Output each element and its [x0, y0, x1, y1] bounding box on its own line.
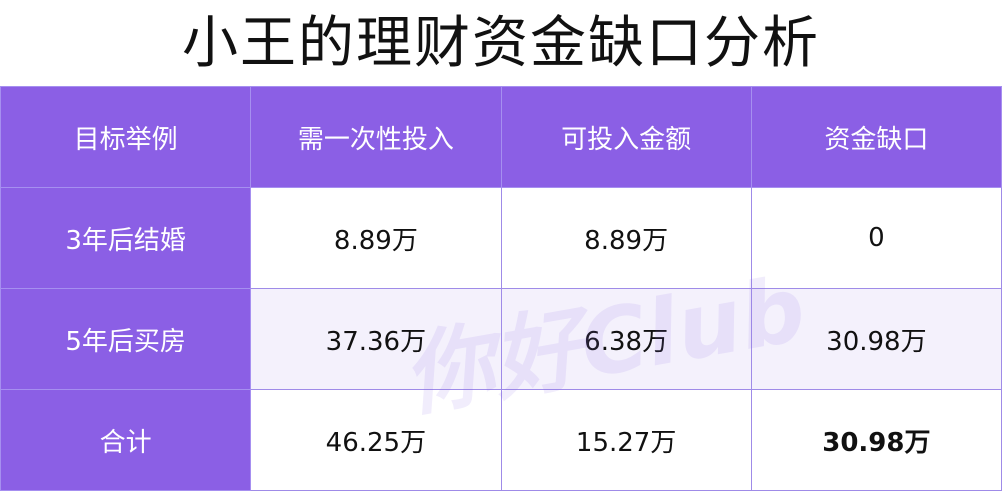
table-header-row: 目标举例 需一次性投入 可投入金额 资金缺口 [0, 86, 1002, 188]
row-label: 3年后结婚 [0, 187, 252, 289]
cell-gap-total: 30.98万 [750, 389, 1002, 491]
cell-required: 8.89万 [250, 187, 502, 289]
cell-available: 6.38万 [500, 288, 752, 390]
cell-gap: 30.98万 [750, 288, 1002, 390]
page-title: 小王的理财资金缺口分析 [182, 11, 820, 76]
header-funding-gap: 资金缺口 [750, 86, 1002, 188]
cell-available: 15.27万 [500, 389, 752, 491]
header-available-amount: 可投入金额 [500, 86, 752, 188]
row-label: 5年后买房 [0, 288, 252, 390]
cell-gap: 0 [750, 187, 1002, 289]
row-label: 合计 [0, 389, 252, 491]
cell-required: 37.36万 [250, 288, 502, 390]
cell-available: 8.89万 [500, 187, 752, 289]
funding-gap-table: 目标举例 需一次性投入 可投入金额 资金缺口 3年后结婚 8.89万 8.89万… [0, 86, 1002, 491]
table-row: 5年后买房 37.36万 6.38万 30.98万 [0, 288, 1002, 390]
cell-required: 46.25万 [250, 389, 502, 491]
table-total-row: 合计 46.25万 15.27万 30.98万 [0, 389, 1002, 491]
header-required-investment: 需一次性投入 [250, 86, 502, 188]
header-goal: 目标举例 [0, 86, 252, 188]
table-row: 3年后结婚 8.89万 8.89万 0 [0, 187, 1002, 289]
